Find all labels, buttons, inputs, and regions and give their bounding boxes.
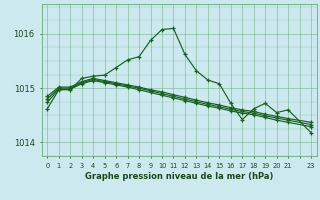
- X-axis label: Graphe pression niveau de la mer (hPa): Graphe pression niveau de la mer (hPa): [85, 172, 273, 181]
